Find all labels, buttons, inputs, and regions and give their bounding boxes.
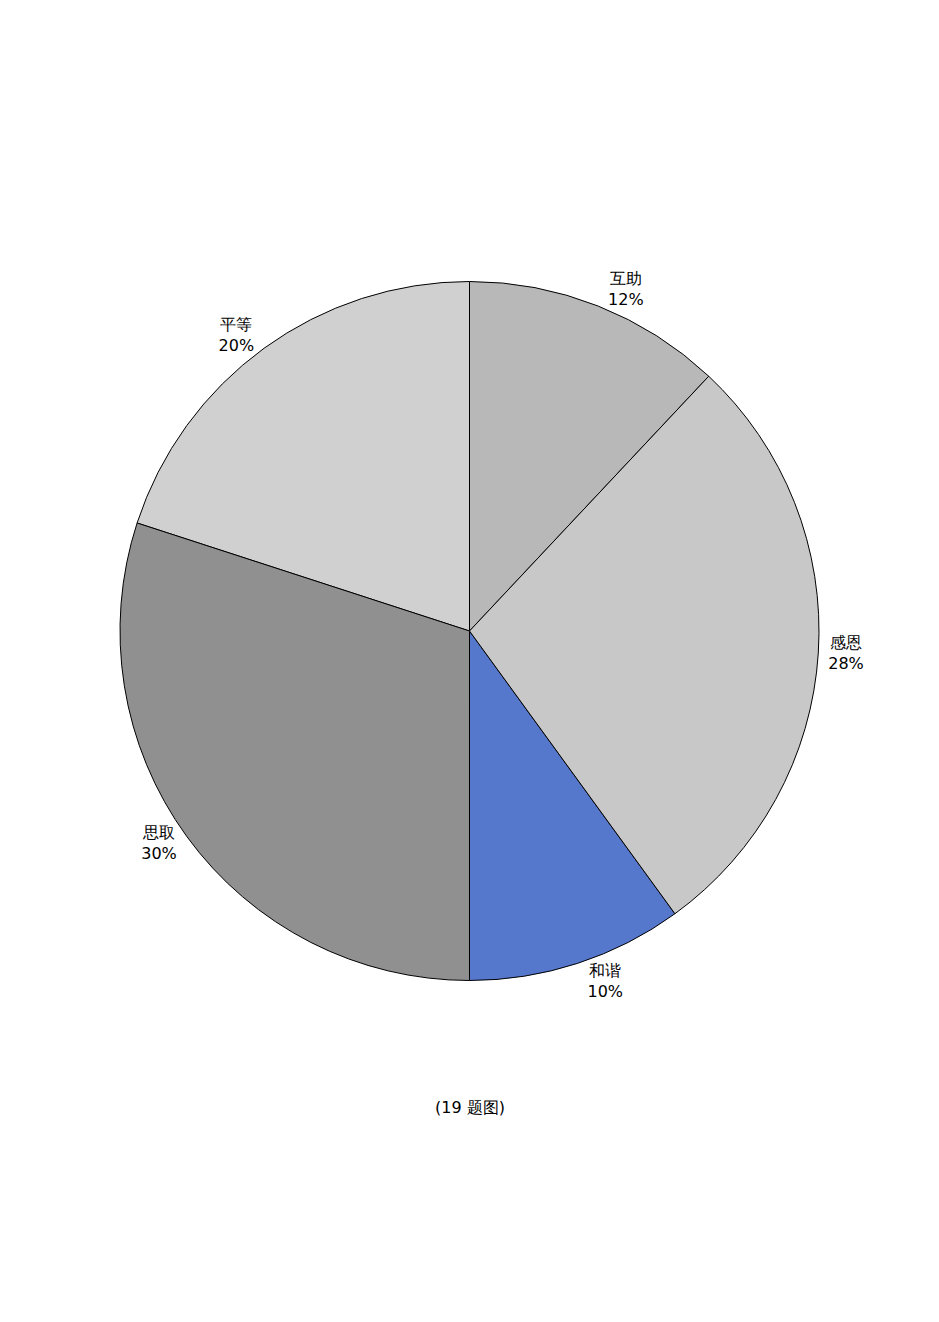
svg-text:和谐10%: 和谐10% [587,961,623,1001]
svg-text:(19 题图): (19 题图) [435,1098,505,1117]
svg-text:平等20%: 平等20% [219,315,255,355]
svg-text:思取30%: 思取30% [141,823,177,863]
svg-text:感恩28%: 感恩28% [828,633,864,673]
svg-text:互助12%: 互助12% [608,269,644,309]
